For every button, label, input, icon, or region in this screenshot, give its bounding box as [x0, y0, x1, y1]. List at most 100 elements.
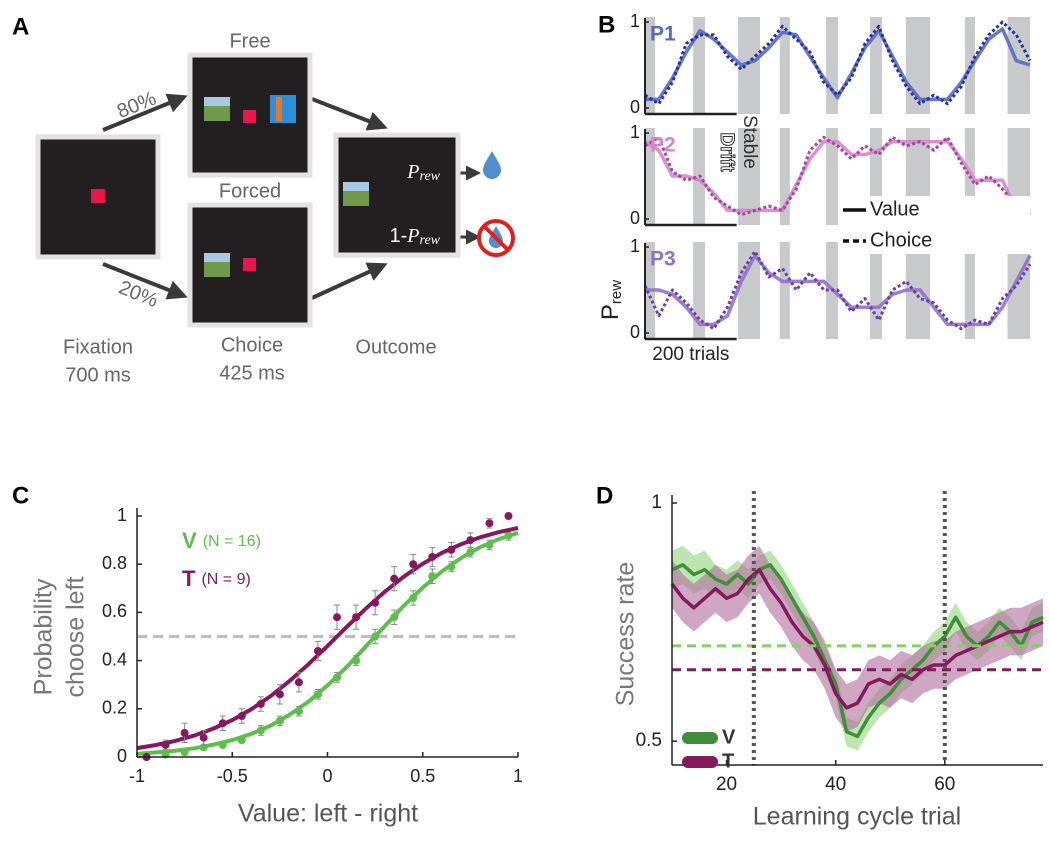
data-point	[313, 646, 322, 655]
stage-duration: 425 ms	[219, 362, 285, 384]
legend-entry: T (N = 9)	[182, 566, 251, 591]
data-point	[352, 613, 361, 622]
y-axis-label: choose left	[62, 576, 90, 697]
x-tick-label: 40	[825, 774, 846, 795]
stimulus-detail	[276, 97, 282, 121]
legend-label: V	[182, 528, 197, 553]
no-reward-probability: 1-Prew	[390, 225, 441, 249]
x-tick-label: 0	[322, 766, 332, 786]
symbol: P	[406, 161, 419, 183]
data-point	[180, 728, 189, 737]
data-point	[256, 699, 265, 708]
screen-title: Forced	[219, 180, 281, 202]
x-tick-label: 0.5	[410, 766, 435, 786]
x-tick-label: -1	[129, 766, 145, 786]
annotation: Drift	[716, 132, 737, 172]
data-point	[428, 572, 437, 581]
y-tick-label: 0	[630, 97, 640, 117]
data-point	[352, 656, 361, 665]
data-point	[237, 736, 246, 745]
data-point	[333, 673, 342, 682]
legend-note: (N = 9)	[201, 571, 250, 588]
probability-label: 20%	[116, 277, 162, 312]
subplot-label: P2	[650, 134, 676, 157]
shaded-period	[738, 242, 761, 339]
scale-bar-label: 200 trials	[652, 344, 729, 365]
x-axis-label: Value: left - right	[238, 800, 418, 828]
data-point	[409, 593, 418, 602]
legend-box	[838, 196, 1030, 254]
y-axis-label: Probability	[30, 578, 58, 695]
legend-entry: V (N = 16)	[182, 528, 261, 553]
label-sub: rew	[608, 280, 625, 304]
y-tick-label: 1	[651, 492, 662, 513]
panel-a: A 80% 20% Free Forced Prew 1-Prew	[12, 13, 515, 386]
data-point	[161, 740, 170, 749]
legend-label: T	[182, 566, 196, 591]
y-tick-label: 0.5	[636, 730, 662, 751]
no-reward-slash	[482, 224, 510, 252]
data-point	[485, 519, 494, 528]
y-tick-label: 1	[630, 11, 640, 31]
shaded-period	[645, 17, 656, 114]
shaded-period	[693, 242, 706, 339]
panel-label: C	[12, 482, 29, 509]
panel-label: D	[596, 482, 613, 509]
data-point	[390, 574, 399, 583]
x-axis-label: Learning cycle trial	[753, 803, 961, 831]
reward-probability: Prew	[406, 161, 440, 185]
arrow	[311, 97, 388, 131]
shaded-period	[870, 128, 882, 225]
shaded-period	[738, 128, 761, 225]
y-tick-label: 0	[630, 208, 640, 228]
y-tick-label: 0.2	[102, 698, 127, 718]
data-point	[485, 540, 494, 549]
prefix: 1-	[390, 225, 408, 247]
fixation-point	[91, 189, 105, 203]
data-point	[275, 690, 284, 699]
shaded-period	[693, 17, 706, 114]
choice-line	[644, 20, 1032, 106]
stimulus-sky	[204, 253, 230, 262]
shaded-period	[964, 242, 975, 339]
data-point	[180, 748, 189, 757]
legend-label: Choice	[870, 229, 932, 251]
x-tick-label: 1	[513, 766, 523, 786]
data-point	[390, 613, 399, 622]
shaded-period	[1007, 17, 1030, 114]
stage-name: Outcome	[355, 336, 436, 358]
reward-drop	[483, 151, 501, 179]
data-point	[504, 531, 513, 540]
shaded-period	[779, 17, 790, 114]
data-point	[428, 552, 437, 561]
data-point	[409, 560, 418, 569]
legend-label: V	[722, 726, 736, 748]
stage-duration: 700 ms	[65, 364, 131, 386]
choice-line	[643, 249, 1032, 331]
data-point	[371, 598, 380, 607]
data-point	[256, 726, 265, 735]
annotation: Stable	[739, 115, 760, 169]
y-tick-label: 0.6	[102, 601, 127, 621]
fixation-point	[243, 258, 256, 271]
mean-line	[670, 567, 1044, 710]
subscript: rew	[420, 169, 441, 184]
shaded-period	[870, 17, 882, 114]
fit-curve	[136, 526, 519, 751]
shaded-period	[738, 17, 761, 114]
panel-d: D 20 40 60 0.5 1 Learning cycle trial Success r…	[596, 482, 1044, 831]
arrow	[102, 262, 188, 300]
legend-note: (N = 16)	[203, 533, 261, 550]
panel-b: B 0 1 P1 0 1 P2 0 1 P3 Prew 200 trials Drift Stable Va…	[597, 11, 1032, 365]
y-tick-label: 0.4	[102, 649, 127, 669]
data-point	[333, 613, 342, 622]
y-tick-label: 1	[630, 122, 640, 142]
choice-line	[644, 135, 1031, 217]
arrow	[311, 262, 388, 300]
panel-label: A	[12, 13, 29, 40]
subplot-label: P1	[650, 23, 676, 46]
y-axis-label: Success rate	[612, 562, 640, 707]
data-point	[504, 512, 513, 520]
